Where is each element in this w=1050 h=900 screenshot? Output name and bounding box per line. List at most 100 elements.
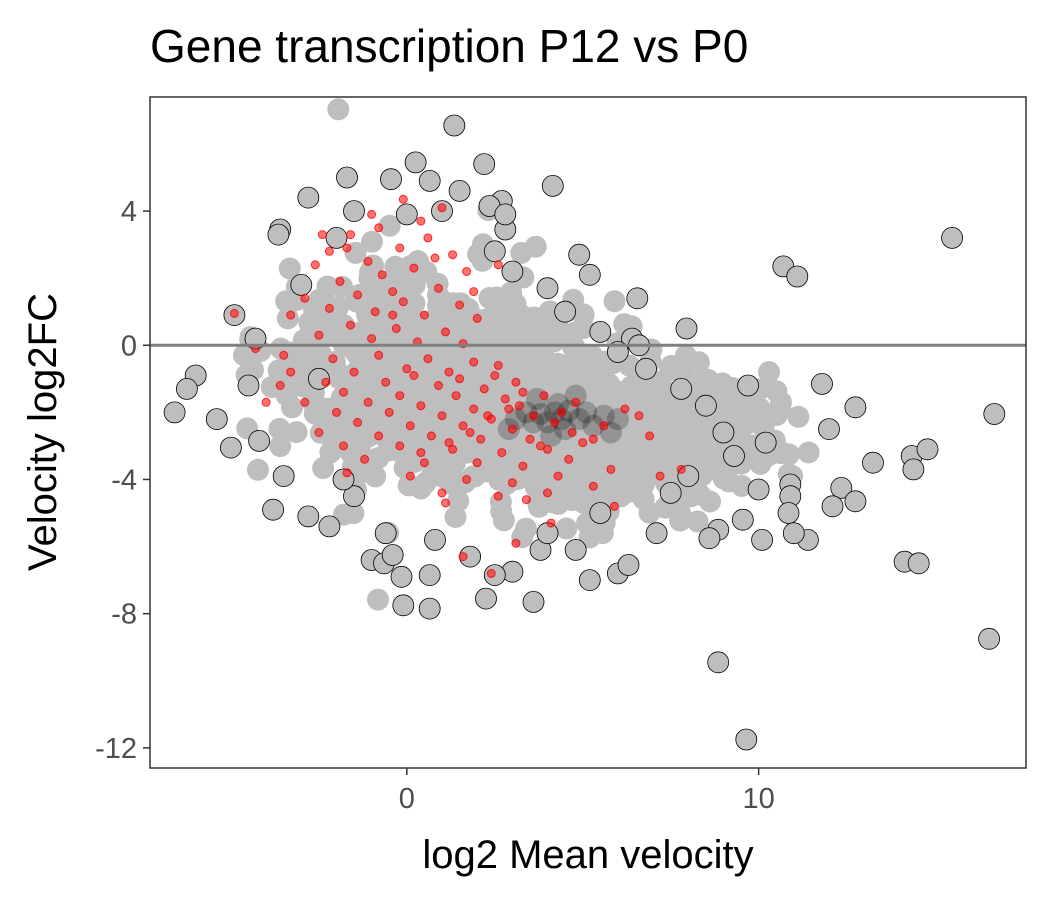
background-point	[811, 372, 833, 395]
highlight-point	[469, 404, 479, 414]
cloud-point	[609, 381, 632, 404]
cloud-point	[543, 330, 566, 353]
background-point	[617, 554, 640, 576]
cloud-point	[554, 433, 577, 456]
cloud-point	[593, 439, 616, 462]
cloud-point	[337, 392, 360, 414]
cloud-point	[717, 470, 740, 493]
highlight-point	[419, 310, 429, 320]
highlight-point	[398, 194, 408, 204]
background-point	[723, 445, 745, 467]
highlight-point	[493, 260, 503, 270]
cloud-point	[603, 290, 626, 313]
highlight-point	[557, 407, 567, 417]
background-point	[777, 502, 800, 524]
y-axis: 4 0 -4 -8 -12	[95, 196, 150, 765]
background-point	[818, 418, 840, 441]
cloud-point	[530, 371, 553, 394]
dense-core-point	[568, 408, 591, 431]
background-point	[635, 357, 657, 380]
y-tick-label: -4	[111, 464, 137, 496]
background-point	[589, 320, 612, 343]
cloud-point	[618, 442, 641, 465]
cloud-point	[797, 441, 820, 464]
highlight-point	[504, 404, 514, 414]
background-point	[983, 403, 1006, 425]
background-point	[237, 374, 260, 397]
cloud-point	[278, 257, 301, 280]
cloud-point	[478, 287, 501, 309]
y-tick-label: -12	[95, 733, 137, 765]
cloud-point	[285, 421, 308, 444]
background-point	[483, 240, 506, 263]
highlight-point	[567, 428, 577, 437]
x-tick-label: 10	[742, 783, 774, 815]
dense-core-point	[592, 404, 615, 427]
cloud-point	[378, 214, 401, 237]
dense-core-point	[522, 411, 545, 434]
background-point	[448, 179, 471, 202]
highlight-point	[451, 391, 461, 401]
highlight-point	[497, 448, 507, 458]
y-tick-label: -8	[111, 599, 137, 631]
cloud-point	[495, 457, 517, 480]
background-point	[248, 429, 271, 452]
background-point	[536, 277, 559, 300]
highlight-point	[550, 417, 560, 427]
highlight-point	[493, 491, 503, 501]
highlight-point	[405, 421, 415, 431]
chart-title: Gene transcription P12 vs P0	[150, 20, 748, 72]
cloud-point	[397, 474, 420, 497]
cloud-point	[642, 377, 665, 399]
points-layer	[163, 98, 1006, 751]
background-point	[343, 485, 365, 508]
highlight-point	[339, 441, 348, 451]
background-point	[578, 569, 601, 591]
background-point	[494, 203, 517, 226]
highlight-point	[472, 313, 482, 323]
highlight-point	[300, 397, 310, 407]
background-point	[272, 465, 295, 488]
highlight-point	[518, 461, 528, 471]
highlight-point	[455, 374, 465, 384]
background-point	[473, 153, 496, 176]
cloud-point	[557, 365, 580, 388]
background-point	[751, 529, 773, 551]
highlight-point	[606, 464, 616, 474]
background-point	[645, 522, 668, 545]
highlight-point	[465, 428, 475, 437]
cloud-point	[758, 361, 780, 384]
background-point	[735, 728, 758, 751]
background-point	[390, 565, 413, 588]
background-point	[336, 166, 358, 189]
x-axis-title: log2 Mean velocity	[422, 833, 753, 877]
highlight-point	[655, 471, 665, 481]
highlight-point	[455, 300, 465, 310]
cloud-point	[576, 454, 599, 477]
cloud-point	[765, 403, 788, 426]
cloud-point	[616, 416, 639, 439]
background-point	[541, 174, 564, 197]
background-point	[670, 377, 693, 400]
highlight-point	[578, 438, 588, 448]
cloud-point	[268, 417, 291, 440]
background-point	[941, 226, 963, 249]
cloud-point	[524, 235, 547, 258]
highlight-point	[419, 458, 429, 468]
cloud-point	[505, 310, 527, 332]
cloud-point	[327, 296, 350, 319]
highlight-point	[529, 411, 538, 421]
cloud-point	[475, 438, 498, 461]
highlight-point	[416, 448, 426, 458]
cloud-point	[787, 405, 810, 428]
cloud-point	[659, 359, 682, 382]
cloud-point	[499, 291, 522, 314]
background-point	[707, 651, 730, 674]
highlight-point	[310, 260, 320, 270]
highlight-point	[634, 411, 644, 421]
cloud-point	[716, 394, 739, 417]
cloud-point	[281, 396, 303, 419]
highlight-point	[324, 303, 334, 313]
highlight-point	[564, 454, 574, 464]
dense-core-point	[606, 408, 629, 431]
